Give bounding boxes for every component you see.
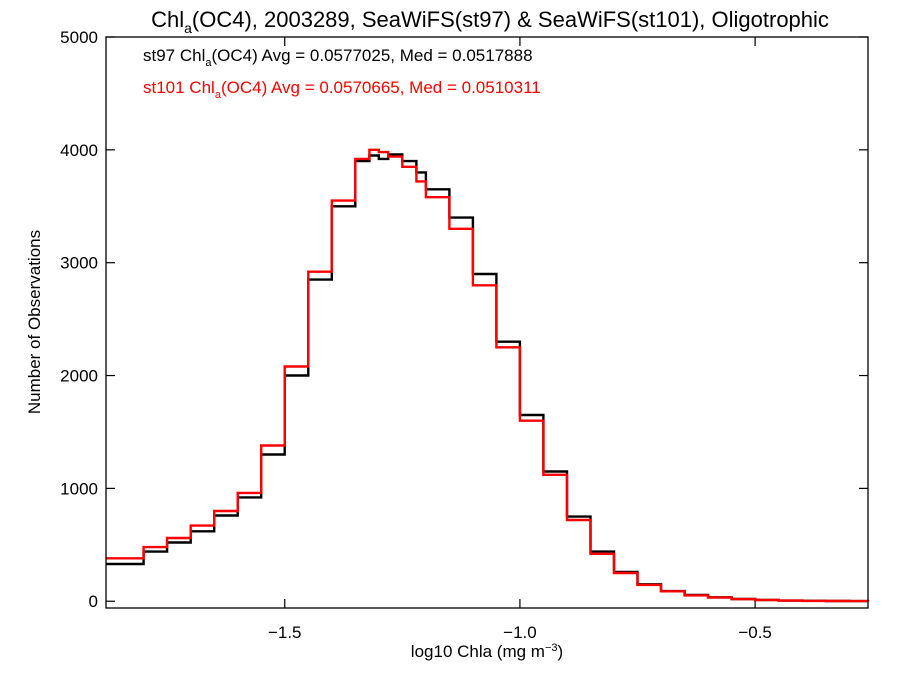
plot-frame <box>105 36 869 609</box>
chart-title: Chla(OC4), 2003289, SeaWiFS(st97) & SeaW… <box>151 7 829 36</box>
series-layer <box>106 148 870 603</box>
series-st101-histogram <box>106 148 870 603</box>
y-tick-label: 4000 <box>60 141 98 160</box>
x-tick-label: −0.5 <box>738 623 772 642</box>
x-tick-label: −1.5 <box>268 623 302 642</box>
y-tick-label: 0 <box>89 592 98 611</box>
x-axis-label: log10 Chla (mg m−3) <box>411 642 563 661</box>
y-tick-label: 3000 <box>60 254 98 273</box>
legend-entry-st101: st101 Chla(OC4) Avg = 0.0570665, Med = 0… <box>143 78 541 101</box>
y-tick-label: 2000 <box>60 367 98 386</box>
axis-ticks: −1.5 −1.0 −0.5 0 1000 2000 3000 4000 5000 <box>60 28 868 642</box>
y-tick-label: 1000 <box>60 479 98 498</box>
x-tick-label: −1.0 <box>503 623 537 642</box>
y-axis-label: Number of Observations <box>25 230 44 414</box>
series-st97-histogram <box>106 153 870 603</box>
legend-entry-st97: st97 Chla(OC4) Avg = 0.0577025, Med = 0.… <box>143 46 533 69</box>
y-tick-label: 5000 <box>60 28 98 47</box>
